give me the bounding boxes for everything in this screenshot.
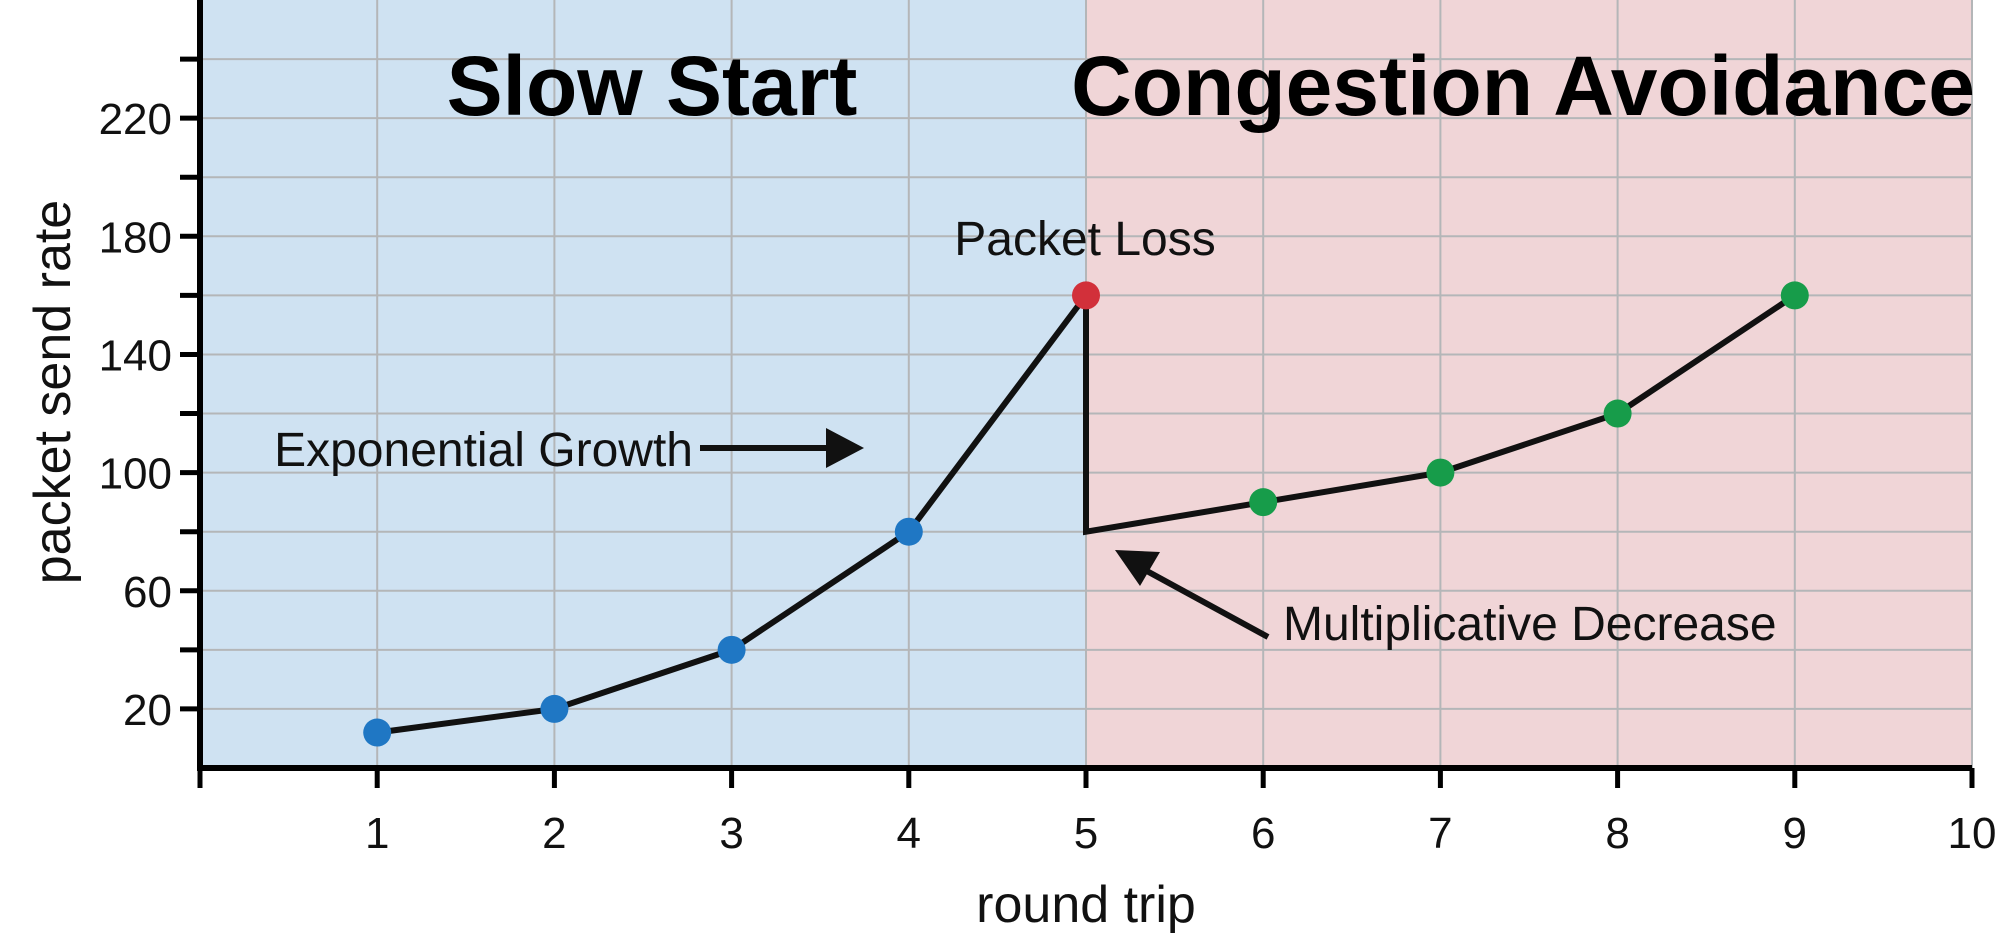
data-point (1249, 488, 1278, 517)
data-point (1072, 281, 1100, 310)
x-tick-label: 2 (542, 809, 566, 858)
region-backgrounds (200, 0, 1972, 768)
y-tick-label: 180 (99, 213, 172, 262)
y-tick-label: 20 (123, 686, 172, 735)
x-tick-label: 7 (1428, 809, 1452, 858)
x-tick-label: 5 (1074, 809, 1098, 858)
region-title-slow-start: Slow Start (447, 39, 858, 133)
data-point (894, 517, 923, 546)
series-polyline (376, 286, 1797, 736)
arrow-exponential-growth (700, 428, 864, 468)
y-axis-label: packet send rate (24, 200, 82, 584)
y-tick-label: 60 (123, 568, 172, 617)
y-tick-label: 140 (99, 331, 172, 380)
gridlines (200, 0, 1973, 768)
arrow-multiplicative-decrease (1115, 550, 1270, 640)
region-bg-0 (200, 0, 1086, 768)
y-tick-label: 220 (99, 95, 172, 144)
region-title-congestion-avoidance: Congestion Avoidance (1071, 39, 1975, 133)
data-point (1780, 281, 1809, 310)
series-points (363, 281, 1809, 747)
x-axis-label: round trip (976, 876, 1196, 934)
data-point (363, 718, 392, 747)
annotation-exponential-growth: Exponential Growth (274, 424, 693, 477)
x-tick-label: 10 (1948, 809, 1997, 858)
x-tick-label: 8 (1605, 809, 1629, 858)
x-tick-label: 3 (719, 809, 743, 858)
annotation-packet-loss: Packet Loss (954, 213, 1215, 266)
data-point (717, 635, 746, 664)
x-tick-label: 4 (897, 809, 921, 858)
series-line (376, 286, 1797, 736)
data-point (1603, 399, 1632, 428)
x-tick-label: 1 (365, 809, 389, 858)
axes: 20 60 100 140 180 220 1 2 3 4 5 6 7 8 9 10 (99, 0, 1997, 858)
data-point (540, 694, 569, 723)
region-bg-1 (1086, 0, 1972, 768)
x-tick-label: 6 (1251, 809, 1275, 858)
annotation-multiplicative-decrease: Multiplicative Decrease (1283, 598, 1777, 651)
x-tick-label: 9 (1783, 809, 1807, 858)
data-point (1426, 458, 1455, 487)
y-tick-label: 100 (99, 450, 172, 499)
